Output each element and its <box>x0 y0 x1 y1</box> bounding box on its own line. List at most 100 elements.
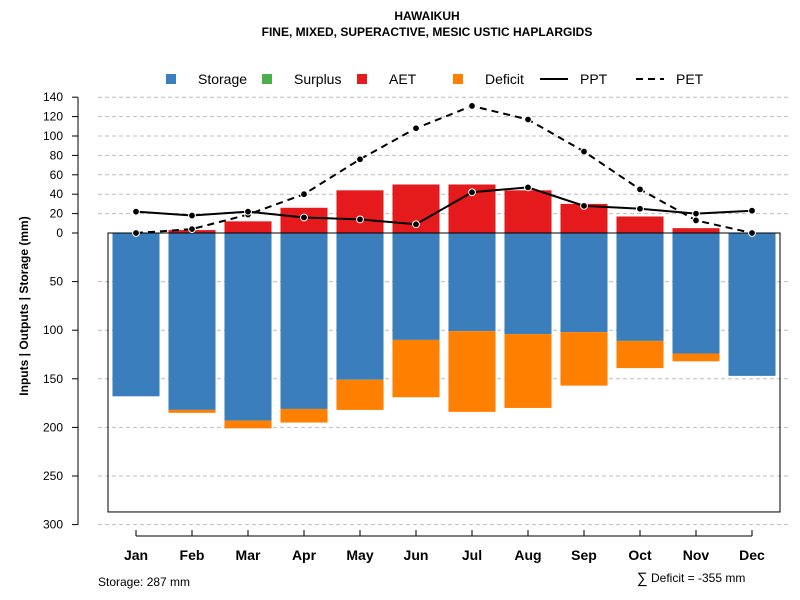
ppt-point <box>468 188 476 197</box>
y-tick-label: 100 <box>43 129 63 143</box>
pet-point <box>188 225 196 234</box>
storage-bar <box>560 233 608 333</box>
ppt-point <box>188 211 196 220</box>
deficit-annotation: Deficit = -355 mm <box>651 571 745 585</box>
deficit-bar <box>560 332 608 386</box>
pet-point <box>748 229 756 237</box>
legend-surplus-label: Surplus <box>294 71 341 87</box>
x-tick-label: Oct <box>628 547 652 563</box>
legend-aet-swatch <box>357 74 367 84</box>
y-tick-label: 40 <box>50 187 64 201</box>
pet-point <box>300 190 308 199</box>
pet-line <box>135 104 753 234</box>
x-tick-label: Mar <box>236 547 261 563</box>
storage-bar <box>616 233 664 341</box>
deficit-bar <box>504 334 552 408</box>
aet-bar <box>504 190 552 233</box>
chart-titles: HAWAIKUH FINE, MIXED, SUPERACTIVE, MESIC… <box>262 9 593 39</box>
storage-bar <box>224 233 272 421</box>
storage-bar <box>448 233 496 332</box>
y-tick-label: 0 <box>56 226 63 240</box>
storage-bar <box>280 233 328 409</box>
legend-surplus-swatch <box>262 74 272 84</box>
x-tick-label: Jun <box>404 547 429 563</box>
chart-legend: Storage Surplus AET Deficit PPT PET <box>166 71 704 87</box>
y-tick-label: 300 <box>43 518 63 532</box>
ppt-point <box>356 215 364 224</box>
sum-icon: ∑ <box>637 570 648 587</box>
legend-storage-swatch <box>166 74 176 84</box>
chart-subtitle: FINE, MIXED, SUPERACTIVE, MESIC USTIC HA… <box>262 25 593 39</box>
ppt-point <box>244 207 252 216</box>
ppt-line <box>135 186 753 226</box>
legend-storage-label: Storage <box>198 71 247 87</box>
aet-bar <box>336 190 384 233</box>
y-tick-label: 250 <box>43 469 63 483</box>
legend-aet-label: AET <box>389 71 417 87</box>
ppt-point <box>132 207 140 216</box>
y-tick-label: 60 <box>50 168 64 182</box>
storage-bar <box>672 233 720 354</box>
deficit-bar <box>672 353 720 362</box>
bars <box>107 184 781 513</box>
pet-point <box>132 229 140 237</box>
y-tick-label: 80 <box>50 148 64 162</box>
x-tick-label: Jan <box>124 547 148 563</box>
pet-point <box>412 124 420 133</box>
x-tick-label: Apr <box>292 547 317 563</box>
series-lines <box>132 102 756 237</box>
pet-point <box>468 102 476 110</box>
ppt-point <box>580 201 588 210</box>
deficit-bar <box>336 379 384 410</box>
storage-bar <box>392 233 440 340</box>
y-tick-label: 50 <box>50 275 64 289</box>
pet-point <box>356 155 364 164</box>
deficit-bar <box>392 339 440 398</box>
x-tick-label: Feb <box>180 547 205 563</box>
x-tick-label: Nov <box>683 547 710 563</box>
storage-annotation: Storage: 287 mm <box>98 575 190 589</box>
y-axis-label: Inputs | Outputs | Storage (mm) <box>17 216 31 395</box>
x-tick-label: May <box>346 547 373 563</box>
deficit-bar <box>168 409 216 413</box>
x-tick-label: Jul <box>462 547 482 563</box>
deficit-bar <box>224 420 272 429</box>
legend-deficit-label: Deficit <box>485 71 524 87</box>
deficit-bar <box>280 408 328 423</box>
aet-bar <box>672 228 720 233</box>
storage-bar <box>168 233 216 410</box>
x-tick-label: Aug <box>514 547 541 563</box>
legend-ppt-label: PPT <box>580 71 608 87</box>
ppt-point <box>692 209 700 218</box>
pet-point <box>636 185 644 194</box>
ppt-point <box>748 206 756 215</box>
storage-bar <box>728 233 776 376</box>
x-tick-label: Sep <box>571 547 597 563</box>
x-tick-label: Dec <box>739 547 765 563</box>
legend-deficit-swatch <box>453 74 463 84</box>
aet-bar <box>224 221 272 233</box>
deficit-bar <box>448 331 496 412</box>
ppt-point <box>636 204 644 213</box>
grid-lines <box>98 96 790 526</box>
ppt-point <box>524 183 532 192</box>
pet-point <box>692 216 700 225</box>
y-tick-label: 140 <box>43 90 63 104</box>
pet-point <box>524 115 532 124</box>
y-tick-label: 20 <box>50 207 64 221</box>
storage-bar <box>112 233 160 397</box>
storage-bar <box>504 233 552 335</box>
chart-title: HAWAIKUH <box>394 9 459 23</box>
ppt-point <box>300 213 308 222</box>
deficit-bar <box>616 340 664 369</box>
y-tick-label: 200 <box>43 420 63 434</box>
aet-bar <box>616 216 664 233</box>
pet-point <box>580 147 588 156</box>
y-tick-label: 100 <box>43 323 63 337</box>
y-tick-label: 120 <box>43 110 63 124</box>
y-tick-label: 150 <box>43 372 63 386</box>
ppt-point <box>412 220 420 229</box>
storage-bar <box>336 233 384 380</box>
